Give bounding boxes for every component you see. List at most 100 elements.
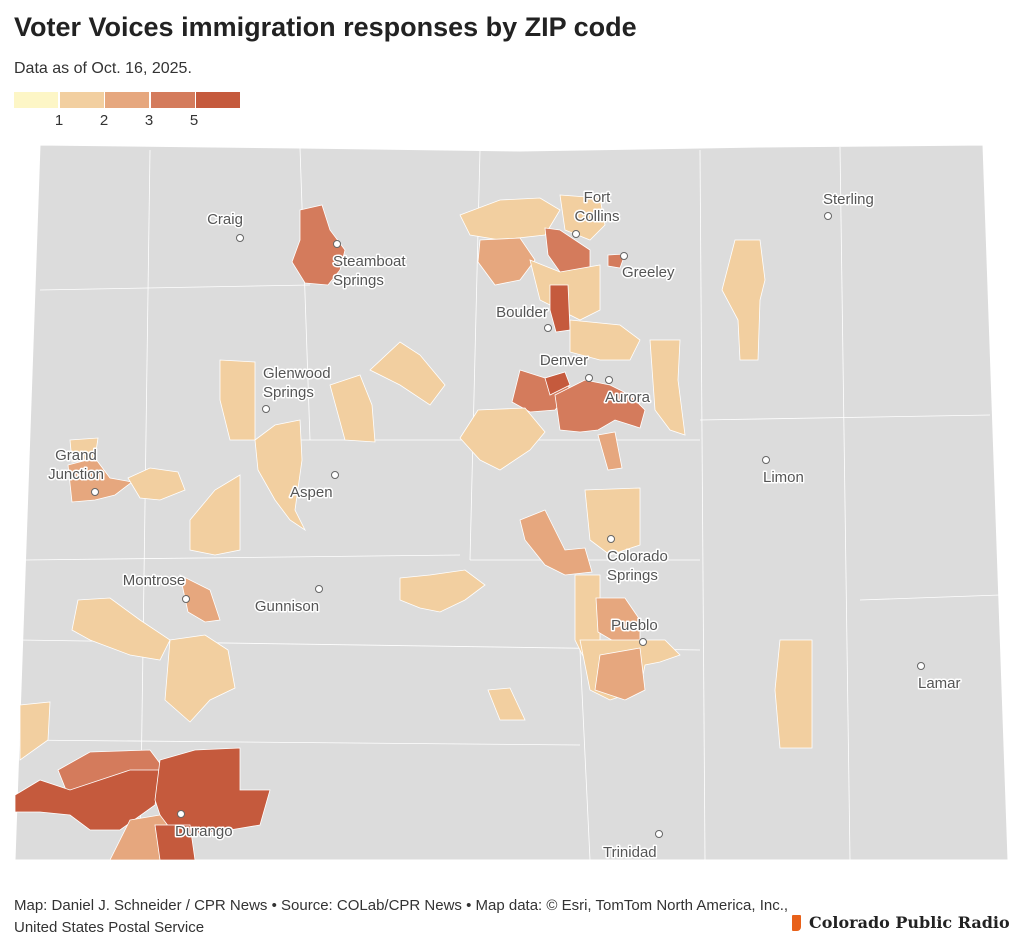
city-label: Denver — [540, 352, 588, 369]
legend-ticks: 1 2 3 5 — [14, 112, 244, 132]
zip-region[interactable] — [329, 374, 376, 443]
zip-region[interactable] — [594, 647, 646, 701]
zip-region[interactable] — [291, 204, 346, 286]
city-label: Aspen — [290, 484, 333, 501]
city-pueblo: Pueblo — [610, 616, 659, 646]
zip-regions[interactable] — [14, 194, 813, 861]
page-title: Voter Voices immigration responses by ZI… — [14, 12, 637, 42]
zip-region[interactable] — [649, 339, 686, 436]
city-label: Collins — [574, 208, 619, 225]
zip-region[interactable] — [179, 574, 221, 623]
zip-region[interactable] — [597, 431, 623, 471]
legend-swatch-4 — [196, 92, 240, 108]
city-label: Steamboat — [333, 253, 406, 270]
zip-region[interactable] — [164, 634, 236, 723]
zip-region[interactable] — [519, 509, 593, 576]
city-grand-junction: Grand Junction — [47, 446, 105, 496]
city-dot — [917, 662, 925, 670]
city-labels: Craig Steamboat Springs Fort Collins Greeley S… — [47, 188, 962, 863]
city-label: Limon — [763, 469, 804, 486]
subtitle: Data as of Oct. 16, 2025. — [14, 60, 192, 77]
zip-region[interactable] — [477, 237, 536, 286]
city-label: Fort — [584, 189, 612, 206]
city-label: Glenwood — [263, 365, 331, 382]
city-sterling: Sterling — [822, 190, 875, 220]
city-dot — [572, 230, 580, 238]
city-dot — [333, 240, 341, 248]
city-label: Grand — [55, 447, 97, 464]
city-glenwood-springs: Glenwood Springs — [262, 364, 332, 413]
zip-boundary — [39, 284, 311, 291]
legend-tick: 5 — [189, 112, 199, 129]
zip-region[interactable] — [554, 379, 646, 433]
city-label: Pueblo — [611, 617, 658, 634]
city-dot — [585, 374, 593, 382]
city-greeley: Greeley — [620, 252, 677, 283]
zip-region[interactable] — [67, 457, 133, 503]
zip-region[interactable] — [544, 227, 591, 273]
city-label: Gunnison — [255, 598, 319, 615]
zip-region[interactable] — [459, 197, 561, 241]
city-dot — [177, 810, 185, 818]
city-label: Aurora — [605, 389, 651, 406]
legend-tick: 1 — [54, 112, 64, 129]
city-label: Springs — [333, 272, 384, 289]
city-label: Montrose — [123, 572, 186, 589]
zip-region[interactable] — [549, 284, 571, 333]
city-label: Springs — [263, 384, 314, 401]
zip-boundary — [839, 146, 851, 861]
zip-region[interactable] — [69, 437, 99, 463]
city-dot — [544, 324, 552, 332]
zip-region[interactable] — [127, 467, 186, 501]
city-dot — [824, 212, 832, 220]
city-gunnison: Gunnison — [253, 585, 323, 617]
legend-swatch-3 — [150, 92, 195, 108]
cpr-logo-text: Colorado Public Radio — [809, 913, 1010, 932]
legend-swatch-1 — [59, 92, 104, 108]
zip-region[interactable] — [254, 419, 307, 532]
zip-region[interactable] — [569, 319, 641, 361]
zip-boundary — [699, 414, 991, 421]
city-dot — [605, 376, 613, 384]
zip-region[interactable] — [19, 701, 51, 761]
city-dot — [331, 471, 339, 479]
city-label: Craig — [207, 211, 243, 228]
city-dot — [655, 830, 663, 838]
zip-boundary — [859, 594, 1001, 601]
city-dot — [91, 488, 99, 496]
zip-region[interactable] — [559, 194, 606, 241]
city-dot — [262, 405, 270, 413]
zip-region[interactable] — [721, 239, 766, 361]
zip-region[interactable] — [154, 824, 196, 861]
city-montrose: Montrose — [121, 571, 190, 603]
zip-boundary — [139, 149, 151, 861]
city-aspen: Aspen — [289, 471, 339, 503]
zip-region[interactable] — [774, 639, 813, 749]
cpr-logo-icon — [792, 914, 801, 931]
city-label: Boulder — [496, 304, 548, 321]
zip-region[interactable] — [459, 407, 546, 471]
legend — [14, 92, 242, 108]
zip-region[interactable] — [14, 769, 161, 831]
zip-region[interactable] — [71, 597, 171, 661]
city-trinidad: Trinidad — [602, 830, 663, 863]
zip-region[interactable] — [487, 687, 526, 721]
city-fort-collins: Fort Collins — [572, 188, 621, 238]
zip-region[interactable] — [189, 474, 241, 556]
zip-region[interactable] — [399, 569, 486, 613]
zip-boundary — [699, 149, 706, 861]
city-dot — [236, 234, 244, 242]
city-dot — [762, 456, 770, 464]
city-boulder: Boulder — [495, 303, 552, 332]
legend-tick: 3 — [144, 112, 154, 129]
city-craig: Craig — [206, 210, 244, 242]
zip-region[interactable] — [369, 341, 446, 406]
city-label: Junction — [48, 466, 104, 483]
city-dot — [182, 595, 190, 603]
zip-region[interactable] — [219, 359, 256, 441]
zip-region[interactable] — [584, 487, 641, 556]
city-limon: Limon — [762, 456, 805, 488]
zip-region[interactable] — [544, 371, 571, 396]
city-label: Sterling — [823, 191, 874, 208]
